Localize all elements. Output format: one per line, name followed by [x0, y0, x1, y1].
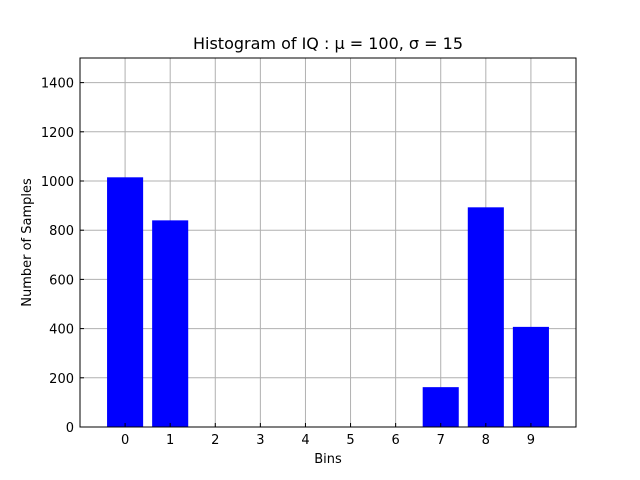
x-tick-label: 1 — [166, 433, 174, 448]
bars — [107, 177, 549, 427]
y-tick-label: 1400 — [41, 77, 74, 92]
x-tick-label: 8 — [482, 433, 490, 448]
y-axis-ticks: 0 200 400 600 800 1000 1200 1400 — [41, 77, 84, 436]
x-tick-label: 4 — [301, 433, 309, 448]
y-tick-label: 400 — [49, 323, 74, 338]
x-tick-label: 9 — [527, 433, 535, 448]
bar — [422, 387, 459, 427]
y-tick-label: 200 — [49, 372, 74, 387]
x-tick-label: 3 — [256, 433, 264, 448]
y-tick-label: 600 — [49, 273, 74, 288]
x-axis-label: Bins — [314, 452, 342, 467]
bar — [107, 177, 144, 427]
chart-title: Histogram of IQ : μ = 100, σ = 15 — [193, 34, 463, 53]
x-tick-label: 6 — [391, 433, 399, 448]
x-tick-label: 7 — [437, 433, 445, 448]
x-tick-label: 0 — [121, 433, 129, 448]
x-tick-label: 2 — [211, 433, 219, 448]
plot-frame — [79, 57, 577, 428]
y-tick-label: 1200 — [41, 126, 74, 141]
bar — [152, 220, 189, 427]
y-tick-label: 800 — [49, 224, 74, 239]
bar — [467, 207, 504, 427]
y-tick-label: 1000 — [41, 175, 74, 190]
x-axis-ticks: 0 1 2 3 4 5 6 7 8 9 — [121, 423, 535, 448]
x-tick-label: 5 — [346, 433, 354, 448]
y-tick-label: 0 — [66, 421, 74, 436]
y-axis-label: Number of Samples — [20, 178, 35, 307]
bar — [512, 326, 549, 427]
